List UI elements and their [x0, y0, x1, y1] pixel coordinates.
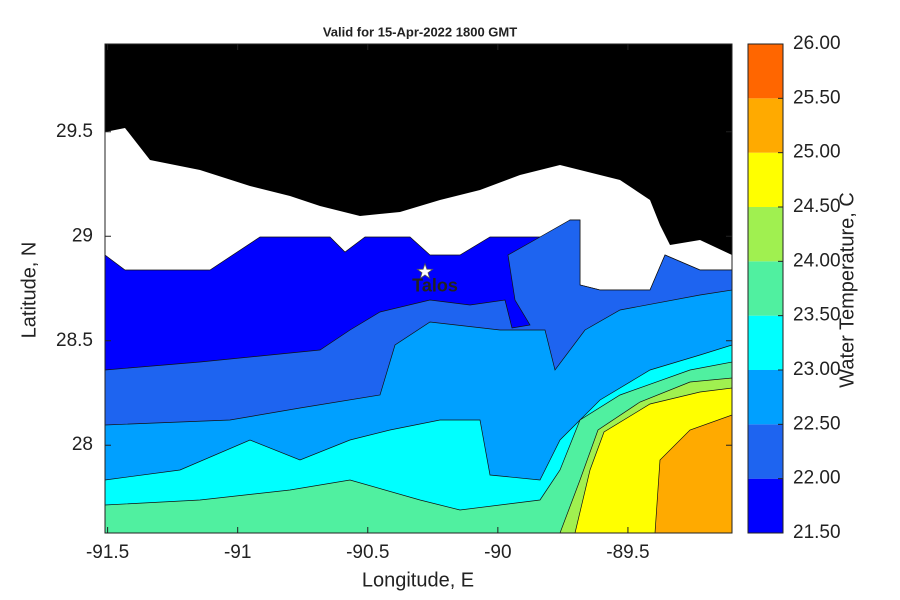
colorbar-tick-label: 24.00	[793, 250, 841, 271]
x-tick-label: -91.5	[86, 542, 129, 563]
y-tick-label: 28.5	[56, 330, 93, 351]
colorbar-band	[748, 44, 783, 99]
chart-title: Valid for 15-Apr-2022 1800 GMT	[323, 24, 517, 39]
colorbar-tick-label: 22.50	[793, 413, 841, 434]
y-axis-label: Latitude, N	[18, 242, 40, 339]
colorbar-label: Water Temperature, C	[836, 192, 858, 388]
colorbar-tick-label: 24.50	[793, 196, 841, 217]
colorbar-band	[748, 152, 783, 207]
y-tick-label: 29.5	[56, 121, 93, 142]
colorbar-frame	[747, 43, 784, 534]
colorbar-tick-label: 22.00	[793, 468, 841, 489]
colorbar-band	[748, 478, 783, 533]
x-tick-label: -91	[224, 542, 251, 563]
site-marker	[416, 262, 434, 280]
contour-field	[104, 43, 733, 534]
x-tick-label: -90.5	[346, 542, 389, 563]
colorbar-band	[748, 207, 783, 262]
x-tick-label: -89.5	[606, 542, 649, 563]
colorbar-band	[748, 424, 783, 479]
y-tick-label: 29	[72, 225, 93, 246]
colorbar-tick-label: 25.50	[793, 87, 841, 108]
y-tick-label: 28	[72, 434, 93, 455]
colorbar-tick-label: 21.50	[793, 522, 841, 543]
plot-frame	[104, 43, 733, 534]
colorbar-tick-label: 26.00	[793, 33, 841, 54]
x-axis-label: Longitude, E	[362, 569, 474, 591]
colorbar-band	[748, 261, 783, 316]
x-tick-label: -90	[484, 542, 511, 563]
site-label: Talos	[412, 276, 458, 296]
colorbar-band	[748, 98, 783, 153]
colorbar-tick-label: 23.00	[793, 359, 841, 380]
colorbar-tick-label: 25.00	[793, 142, 841, 163]
colorbar-band	[748, 370, 783, 425]
colorbar-tick-label: 23.50	[793, 305, 841, 326]
colorbar-band	[748, 315, 783, 370]
land	[105, 44, 732, 255]
